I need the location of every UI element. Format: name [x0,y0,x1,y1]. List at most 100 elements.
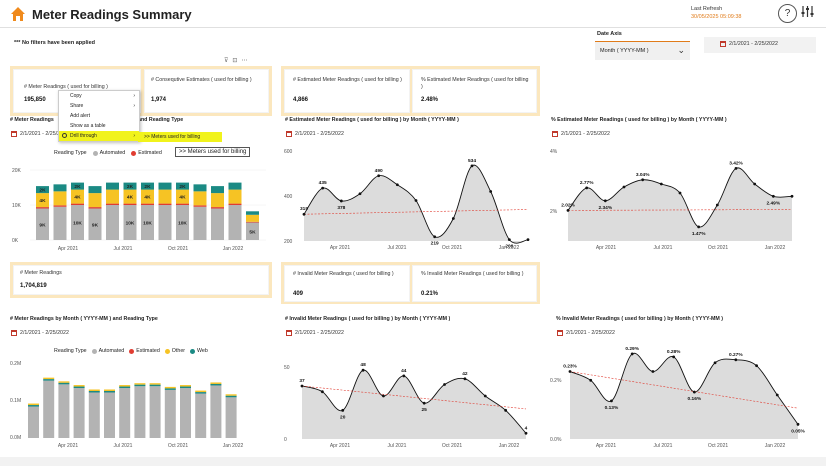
bar-segment-web [58,382,70,385]
bar-segment-web [104,390,115,393]
bar-segment-web [228,182,242,190]
legend-item-other[interactable]: Other [164,348,185,354]
menu-item-drill-through[interactable]: Drill through › [59,131,139,141]
trend-line [301,385,527,410]
legend-item-web[interactable]: Web [190,348,208,354]
bar-segment-web [88,186,102,194]
y-tick-label: 0.2% [550,378,562,384]
data-point [771,194,775,198]
date-axis-dropdown[interactable]: Month ( YYYY-MM ) ⌄ [595,41,690,60]
x-tick-label: Jan 2022 [765,443,786,449]
menu-item-add-alert[interactable]: Add alert [70,113,91,119]
bar-segment-other [73,385,85,387]
bar [58,384,70,438]
bar-segment-other [36,193,49,208]
bar-segment-web [141,182,154,190]
legend-item-estimated[interactable]: Estimated [129,348,160,354]
x-tick-label: Apr 2021 [58,443,79,449]
kpi-pct-invalid[interactable]: % Invalid Meter Readings ( used for bill… [413,266,536,301]
bar-segment-automated [123,205,137,240]
bar-segment-automated [246,222,259,240]
data-label: 219 [431,241,439,247]
bar-segment-web [73,386,85,389]
data-label: 490 [375,168,383,174]
y-tick-label: 0.0M [10,435,21,441]
legend-item-automated[interactable]: Automated [91,348,124,354]
date-range-value: 2/1/2021 - 2/25/2022 [729,41,778,47]
kpi-value: 4,866 [293,97,309,103]
legend-item-automated[interactable]: Automated [92,150,125,156]
data-label: 42 [462,371,468,377]
data-point [568,370,572,373]
panel-title-bot-left: # Meter Readings by Month ( YYYY-MM ) an… [10,316,158,322]
data-point [651,370,655,373]
x-tick-label: Apr 2021 [596,443,617,449]
bar-segment-web [88,390,100,393]
bar-segment-web [28,405,39,407]
data-point [641,178,645,182]
legend-item-estimated[interactable]: Estimated [131,150,162,156]
kpi-pct-estimated[interactable]: % Estimated Meter Readings ( used for bi… [413,70,536,112]
bar [43,380,55,438]
bar-segment-web [195,392,207,394]
data-point [507,238,511,242]
data-point [402,374,406,378]
menu-item-copy[interactable]: Copy › [70,93,135,99]
series-line [569,352,799,425]
bar-segment-estimated [123,203,137,205]
date-range-text: 2/1/2021 - 2/25/2022 [561,131,610,137]
legend-bottom: Reading Type Automated Estimated Other W… [54,348,208,354]
data-point [790,194,794,198]
chart-meter-readings-billing: 0K 10K 20K 9K 4K 2K 10K 4K 2K 9K 10K 4K 2K 10K 4K 2K 10K… [12,168,266,252]
data-label: 9K [39,222,46,228]
kpi-value: 409 [293,291,304,297]
data-label: 0.29% [625,346,639,352]
kpi-estimated-readings[interactable]: # Estimated Meter Readings ( used for bi… [285,70,409,112]
data-label: 10K [143,221,152,227]
bar-segment-web [211,186,224,194]
chart-estimated-readings: 200 400 600 319 435 378 490 219 534 206 Apr 2021 Ju… [284,149,530,251]
data-point [504,408,508,412]
bar-segment-other [43,377,55,380]
data-point [302,212,306,216]
data-point [610,399,613,403]
help-button[interactable]: ? [778,4,797,23]
menu-item-share[interactable]: Share › [70,103,135,109]
kpi-invalid-readings[interactable]: # Invalid Meter Readings ( used for bill… [285,266,409,301]
x-tick-label: Oct 2021 [168,246,189,252]
data-label: 10K [178,221,187,227]
data-label: 10K [126,221,135,227]
kpi-value: 2.48% [421,97,439,103]
bar-segment-other [134,383,146,385]
data-point [659,182,663,186]
data-point [796,422,800,426]
chart-meter-readings-month: 0.0M 0.1M 0.2M Apr 2021 Jul 2021 Oct 2021 Jan … [10,361,244,449]
data-point [622,185,626,189]
kpi-title: % Estimated Meter Readings ( used for bi… [421,77,529,90]
area-fill [302,370,526,439]
y-tick-label: 50 [284,365,290,371]
data-point [566,209,570,212]
bar [210,385,222,438]
data-point [697,225,701,229]
bar-segment-web [149,384,161,387]
kpi-meter-readings[interactable]: # Meter Readings 1,704,819 [14,266,268,294]
data-point [339,199,343,203]
bar-segment-estimated [246,221,259,223]
y-tick-label: 200 [284,239,293,245]
x-tick-label: Oct 2021 [442,443,463,449]
date-range-row: 2/1/2021 - 2/25/2022 [11,330,69,336]
sliders-icon[interactable] [801,5,814,18]
kpi-consecutive-estimates[interactable]: # Consequtive Estimates ( used for billi… [145,70,268,112]
bar-segment-other [71,189,84,204]
y-tick-label: 0.0% [550,437,562,443]
legend-top: Reading Type Automated Estimated [54,150,162,156]
kpi-title: % Invalid Meter Readings ( used for bill… [421,271,524,277]
area-fill [304,165,528,244]
visual-header-icons[interactable]: ⊽⊡⋯ [224,58,252,64]
menu-item-show-table[interactable]: Show as a table [70,123,106,129]
data-label: 206 [505,244,513,250]
data-point [753,182,757,186]
date-range-slicer[interactable]: 2/1/2021 - 2/25/2022 [704,37,816,53]
submenu-drill-item[interactable]: >> Meters used for billing [138,132,222,142]
